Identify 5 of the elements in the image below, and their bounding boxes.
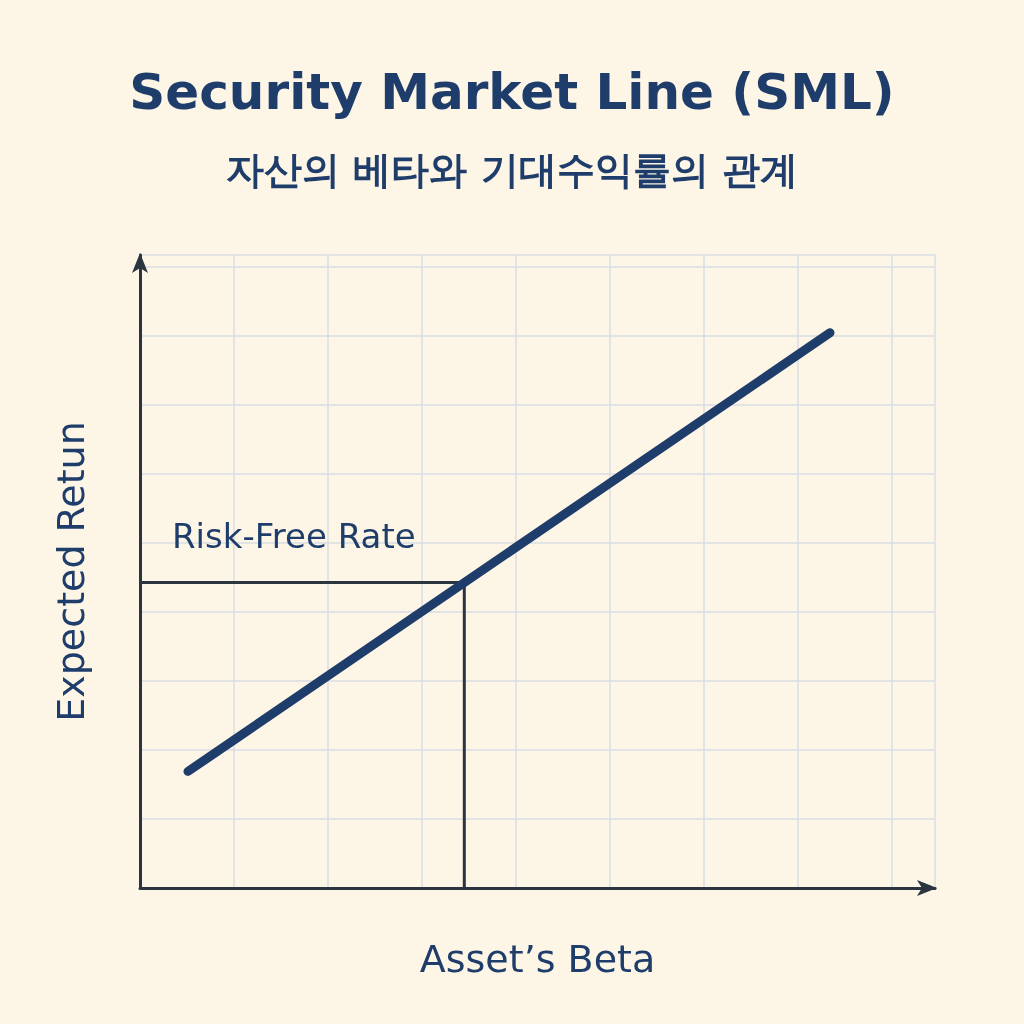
chart-title: Security Market Line (SML) [129,63,895,121]
chart-subtitle: 자산의 베타와 기대수익률의 관계 [226,148,798,192]
y-axis-title: Expected Retun [49,421,93,722]
x-axis-title: Asset’s Beta [419,937,656,981]
ref-line-label: Risk-Free Rate [172,515,416,556]
